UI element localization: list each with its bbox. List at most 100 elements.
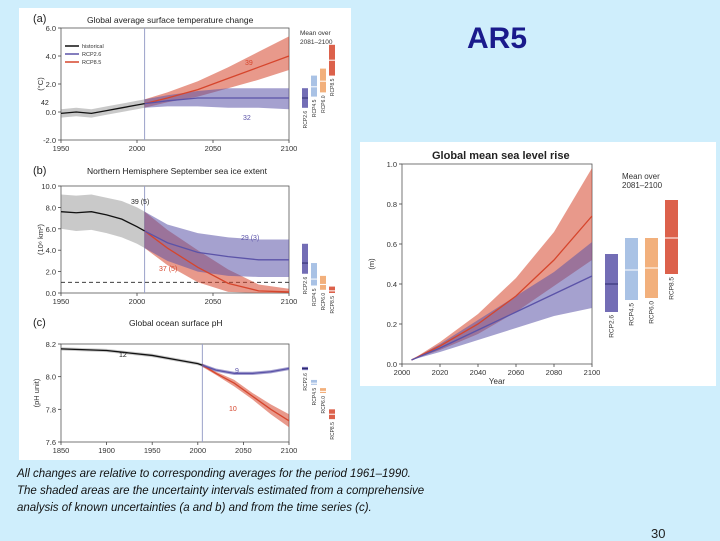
x-tick-label: 1950 bbox=[53, 297, 70, 306]
mean-range-bar-rcp26 bbox=[302, 243, 308, 274]
model-count-annotation: 9 bbox=[235, 368, 239, 375]
uncertainty-band-rcp26 bbox=[144, 88, 289, 110]
model-count-annotation: 37 (5) bbox=[159, 266, 177, 273]
plot-area bbox=[60, 27, 290, 141]
series-line-historical bbox=[60, 102, 145, 115]
y-tick-label: 4.0 bbox=[46, 246, 56, 255]
x-tick-label: 2000 bbox=[189, 446, 206, 455]
mean-range-bar-rcp60 bbox=[320, 68, 326, 93]
chart-title: Northern Hemisphere September sea ice ex… bbox=[87, 166, 268, 176]
uncertainty-band-rcp26 bbox=[411, 242, 592, 360]
legend-entry: historical bbox=[82, 44, 104, 50]
y-tick-label: 8.2 bbox=[46, 340, 56, 349]
y-tick-label: 2.0 bbox=[46, 80, 56, 89]
model-count-annotation: 42 bbox=[41, 100, 49, 107]
mean-over-period-label: Mean over 2081–2100 bbox=[622, 172, 663, 190]
y-tick-label: 0.6 bbox=[387, 240, 397, 249]
y-tick-label: -2.0 bbox=[43, 136, 56, 145]
x-tick-label: 2000 bbox=[129, 297, 146, 306]
uncertainty-band-rcp85 bbox=[144, 211, 289, 293]
y-tick-label: 0.2 bbox=[387, 320, 397, 329]
mean-bar-label: RCP8.5 bbox=[330, 78, 336, 96]
chart-title: Global ocean surface pH bbox=[129, 318, 223, 328]
legend-entry: RCP8.5 bbox=[82, 60, 101, 66]
caption-line: The shaded areas are the uncertainty int… bbox=[17, 485, 425, 497]
chart-title: Global average surface temperature chang… bbox=[87, 15, 254, 25]
model-count-annotation: 29 (3) bbox=[241, 235, 259, 242]
mean-range-bar-rcp45 bbox=[625, 238, 638, 300]
temp-chart: Global average surface temperature chang… bbox=[33, 13, 336, 153]
sea-level-figure: Global mean sea level rise 0.0 0.2 0.4 0.6 0.… bbox=[360, 142, 716, 386]
mean-range-bar-rcp85 bbox=[329, 286, 335, 293]
x-tick-label: 2100 bbox=[584, 368, 601, 377]
series-line-rcp85 bbox=[411, 215, 593, 361]
y-tick-label: 0.0 bbox=[387, 360, 397, 369]
mean-range-bar-rcp45 bbox=[311, 75, 317, 97]
panel-label: (c) bbox=[33, 317, 46, 329]
ar5-figure-panels: Global average surface temperature chang… bbox=[19, 8, 351, 460]
mean-bar-label: RCP2.6 bbox=[303, 373, 309, 391]
legend-entry: RCP2.6 bbox=[82, 52, 101, 58]
y-tick-label: 8.0 bbox=[46, 203, 56, 212]
sea-chart: Global mean sea level rise 0.0 0.2 0.4 0.6 0.… bbox=[367, 150, 678, 386]
caption-line: analysis of known uncertainties (a and b… bbox=[17, 502, 372, 514]
y-tick-label: 0.0 bbox=[46, 108, 56, 117]
x-tick-label: 1950 bbox=[144, 446, 161, 455]
mean-bar-label: RCP6.0 bbox=[321, 396, 327, 414]
model-count-annotation: 39 (5) bbox=[131, 199, 149, 206]
slide-title: AR5 bbox=[467, 22, 528, 55]
x-tick-label: 2000 bbox=[129, 144, 146, 153]
x-tick-label: 2100 bbox=[281, 446, 298, 455]
x-tick-label: 2100 bbox=[281, 144, 298, 153]
page-number: 30 bbox=[651, 526, 666, 541]
y-tick-label: 8.0 bbox=[46, 373, 56, 382]
mean-bar-label: RCP4.5 bbox=[629, 303, 636, 326]
y-tick-label: 7.8 bbox=[46, 405, 56, 414]
mean-range-bar-rcp60 bbox=[320, 388, 326, 393]
uncertainty-band-rcp85 bbox=[411, 168, 592, 360]
model-count-annotation: 39 bbox=[245, 60, 253, 67]
x-tick-label: 2050 bbox=[205, 144, 222, 153]
mean-over-period-label-line: 2081–2100 bbox=[622, 181, 663, 190]
mean-range-bar-rcp85 bbox=[665, 200, 678, 274]
model-count-annotation: 12 bbox=[119, 352, 127, 359]
mean-bar-label: RCP6.0 bbox=[321, 95, 327, 113]
x-tick-label: 2100 bbox=[281, 297, 298, 306]
x-tick-label: 2050 bbox=[205, 297, 222, 306]
series-line-historical bbox=[60, 211, 145, 232]
chart-title: Global mean sea level rise bbox=[432, 150, 570, 162]
x-tick-label: 2020 bbox=[432, 368, 449, 377]
x-tick-label: 2050 bbox=[235, 446, 252, 455]
y-axis-label: (m) bbox=[367, 258, 376, 270]
mean-bar-label: RCP6.0 bbox=[649, 301, 656, 324]
x-tick-label: 2060 bbox=[508, 368, 525, 377]
uncertainty-band-historical bbox=[61, 194, 145, 249]
y-tick-label: 7.6 bbox=[46, 438, 56, 447]
mean-over-period-label-line: 2081–2100 bbox=[300, 39, 333, 46]
mean-bar-label: RCP4.5 bbox=[312, 99, 318, 117]
series-line-rcp26 bbox=[411, 275, 593, 361]
y-axis-label: (°C) bbox=[36, 77, 45, 91]
ice-chart: Northern Hemisphere September sea ice ex… bbox=[33, 165, 336, 314]
series-line-rcp85 bbox=[202, 364, 290, 422]
y-tick-label: 6.0 bbox=[46, 225, 56, 234]
mean-over-period-label-line: Mean over bbox=[300, 30, 332, 37]
y-tick-label: 6.0 bbox=[46, 24, 56, 33]
series-line-rcp85 bbox=[144, 230, 290, 293]
panel-label: (b) bbox=[33, 165, 46, 177]
mean-bar-label: RCP2.6 bbox=[303, 277, 309, 295]
caption-line: All changes are relative to correspondin… bbox=[17, 468, 411, 480]
y-axis-label: (10⁶ km²) bbox=[36, 224, 45, 256]
series-line-rcp85 bbox=[144, 55, 290, 105]
mean-bar-label: RCP4.5 bbox=[312, 288, 318, 306]
mean-bar-label: RCP8.5 bbox=[330, 422, 336, 440]
series-line-rcp26 bbox=[144, 97, 289, 105]
model-count-annotation: 10 bbox=[229, 406, 237, 413]
uncertainty-band-rcp85 bbox=[202, 363, 289, 428]
mean-bar-label: RCP2.6 bbox=[609, 315, 616, 338]
mean-bar-label: RCP8.5 bbox=[669, 277, 676, 300]
mean-bar-label: RCP8.5 bbox=[330, 296, 336, 314]
sea-level-chart: Global mean sea level rise 0.0 0.2 0.4 0.6 0.… bbox=[367, 150, 678, 386]
mean-range-bar-rcp45 bbox=[311, 379, 317, 385]
mean-bar-label: RCP2.6 bbox=[303, 111, 309, 129]
